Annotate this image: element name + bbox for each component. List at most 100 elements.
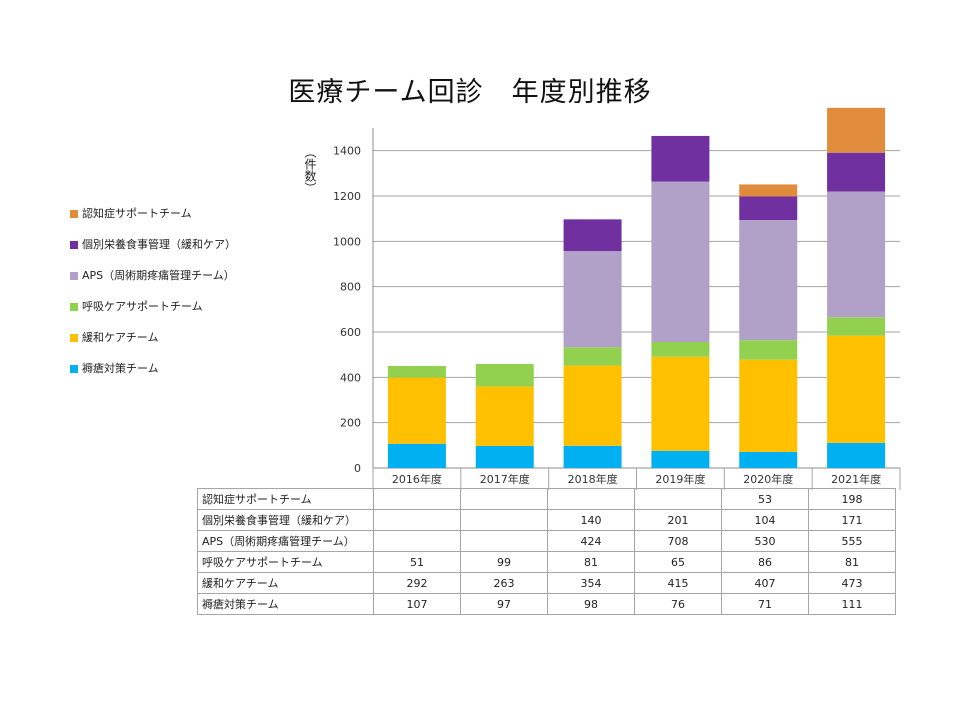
legend-label: 認知症サポートチーム xyxy=(82,207,192,220)
bar-segment xyxy=(739,340,798,360)
table-cell: 198 xyxy=(808,488,896,510)
table-row: 褥瘡対策チーム 107 97 98 76 71 111 xyxy=(197,593,896,615)
table-cell: 111 xyxy=(808,593,896,615)
table-cell: 107 xyxy=(373,593,461,615)
table-cell: 708 xyxy=(634,530,722,552)
table-row: 個別栄養食事管理（緩和ケア） 140 201 104 171 xyxy=(197,509,896,531)
bar-segment xyxy=(475,386,534,447)
table-cell: 97 xyxy=(460,593,548,615)
bar-segment xyxy=(563,251,622,348)
stacked-bar-chart: 0 200 400 600 800 1000 1200 1400 2016年度 2017年度 201… xyxy=(333,107,901,490)
table-cell: 201 xyxy=(634,509,722,531)
table-row: 呼吸ケアサポートチーム 51 99 81 65 86 81 xyxy=(197,551,896,573)
bar-segment xyxy=(827,335,886,443)
table-row-header: 認知症サポートチーム xyxy=(197,488,374,510)
table-cell: 99 xyxy=(460,551,548,573)
y-tick-label: 1000 xyxy=(333,235,361,248)
table-cell: 53 xyxy=(721,488,809,510)
table-row: 緩和ケアチーム 292 263 354 415 407 473 xyxy=(197,572,896,594)
legend-label: 個別栄養食事管理（緩和ケア） xyxy=(82,238,236,251)
table-row-header: APS（周術期疼痛管理チーム） xyxy=(197,530,374,552)
table-row-header: 個別栄養食事管理（緩和ケア） xyxy=(197,509,374,531)
bar-segment xyxy=(563,347,622,366)
y-tick-label: 1200 xyxy=(333,190,361,203)
bar-segment xyxy=(475,446,534,468)
table-cell: 292 xyxy=(373,572,461,594)
bar-segment xyxy=(739,451,798,468)
table-cell: 171 xyxy=(808,509,896,531)
chart-title: 医療チーム回診 年度別推移 xyxy=(288,77,652,108)
y-tick-label: 200 xyxy=(340,417,361,430)
table-cell: 555 xyxy=(808,530,896,552)
bar-segment xyxy=(827,107,886,153)
table-cell: 86 xyxy=(721,551,809,573)
bar-segment xyxy=(651,181,710,342)
legend-label: 褥瘡対策チーム xyxy=(82,362,159,375)
x-tick-label: 2021年度 xyxy=(831,472,881,486)
table-cell: 415 xyxy=(634,572,722,594)
y-axis-label: （件数） xyxy=(303,146,317,194)
table-cell xyxy=(373,488,461,510)
table-cell xyxy=(460,530,548,552)
table-cell: 98 xyxy=(547,593,635,615)
bar-segment xyxy=(563,219,622,252)
y-tick-label: 800 xyxy=(340,281,361,294)
table-cell: 530 xyxy=(721,530,809,552)
bar-segment xyxy=(475,363,534,387)
table-row-header: 呼吸ケアサポートチーム xyxy=(197,551,374,573)
bar-segment xyxy=(387,377,446,444)
bar-segment xyxy=(651,450,710,468)
bar-segment xyxy=(387,366,446,378)
data-table: 認知症サポートチーム 53 198 個別栄養食事管理（緩和ケア） 140 201 104 17… xyxy=(197,488,896,615)
legend-swatch xyxy=(70,241,78,249)
x-tick-label: 2019年度 xyxy=(655,472,705,486)
legend-swatch xyxy=(70,210,78,218)
legend-swatch xyxy=(70,272,78,280)
y-tick-label: 400 xyxy=(340,371,361,384)
table-cell: 104 xyxy=(721,509,809,531)
bar-segment xyxy=(827,442,886,468)
legend-swatch xyxy=(70,303,78,311)
table-cell xyxy=(373,509,461,531)
bar-segment xyxy=(563,445,622,468)
bar-segment xyxy=(651,356,710,451)
x-tick-label: 2018年度 xyxy=(568,472,618,486)
bar-segment xyxy=(739,196,798,221)
legend-label: 緩和ケアチーム xyxy=(82,331,159,344)
table-cell: 473 xyxy=(808,572,896,594)
table-cell: 263 xyxy=(460,572,548,594)
bar-segment xyxy=(827,152,886,192)
legend-label: APS（周術期疼痛管理チーム） xyxy=(82,269,235,282)
bar-segment xyxy=(651,341,710,357)
table-row: APS（周術期疼痛管理チーム） 424 708 530 555 xyxy=(197,530,896,552)
table-cell: 71 xyxy=(721,593,809,615)
bar-segment xyxy=(739,359,798,452)
x-tick-label: 2020年度 xyxy=(743,472,793,486)
table-cell: 407 xyxy=(721,572,809,594)
table-cell xyxy=(460,509,548,531)
table-row: 認知症サポートチーム 53 198 xyxy=(197,488,896,510)
table-cell: 51 xyxy=(373,551,461,573)
bar-segment xyxy=(387,443,446,468)
legend-label: 呼吸ケアサポートチーム xyxy=(82,300,203,313)
table-row-header: 緩和ケアチーム xyxy=(197,572,374,594)
bar-segment xyxy=(739,184,798,197)
bar-segment xyxy=(651,135,710,182)
bar-segment xyxy=(739,220,798,341)
table-cell xyxy=(373,530,461,552)
x-tick-label: 2016年度 xyxy=(392,472,442,486)
legend-swatch xyxy=(70,365,78,373)
table-cell: 140 xyxy=(547,509,635,531)
y-tick-label: 1400 xyxy=(333,145,361,158)
y-tick-label: 600 xyxy=(340,326,361,339)
table-cell: 81 xyxy=(808,551,896,573)
table-cell: 76 xyxy=(634,593,722,615)
y-tick-label: 0 xyxy=(354,462,361,475)
table-cell: 354 xyxy=(547,572,635,594)
table-cell: 424 xyxy=(547,530,635,552)
table-cell: 81 xyxy=(547,551,635,573)
bar-segment xyxy=(563,365,622,446)
table-row-header: 褥瘡対策チーム xyxy=(197,593,374,615)
table-cell xyxy=(547,488,635,510)
table-cell xyxy=(460,488,548,510)
